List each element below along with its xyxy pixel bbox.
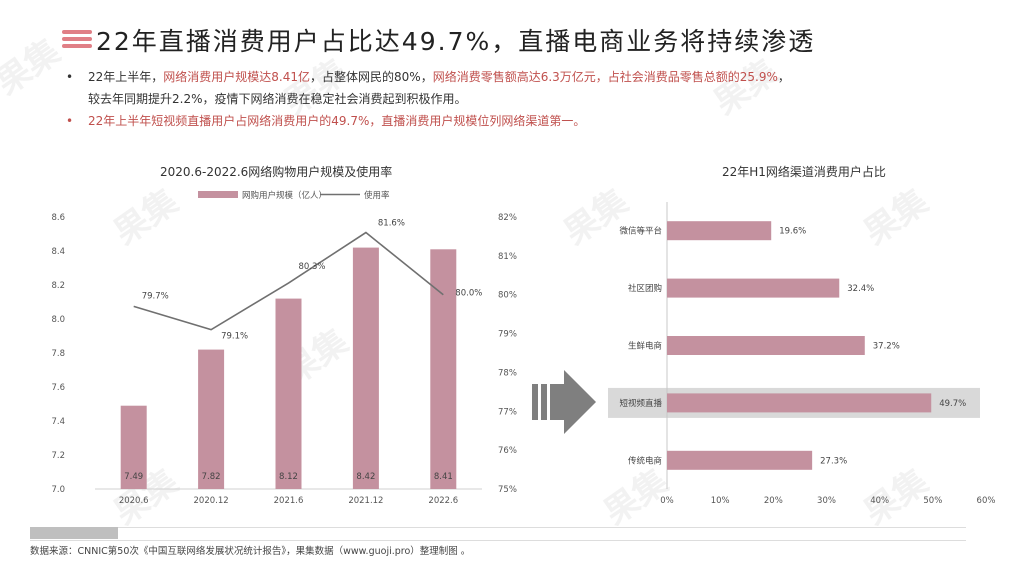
bar-value-label: 7.49: [124, 472, 143, 482]
bar: [667, 393, 932, 413]
bar-value-label: 8.41: [434, 472, 453, 482]
category-label: 社区团购: [628, 283, 662, 294]
y-right-tick-label: 75%: [498, 485, 517, 495]
usage-rate-line: [133, 231, 444, 331]
y-left-tick-label: 8.0: [51, 315, 65, 325]
scrollbar-track[interactable]: [30, 527, 966, 541]
bar: [120, 405, 147, 489]
y-right-tick-label: 80%: [498, 291, 517, 301]
x-tick-label: 2022.6: [428, 496, 458, 506]
y-right-tick-label: 81%: [498, 252, 517, 262]
menu-lines-icon: [62, 30, 92, 50]
y-right-tick-label: 77%: [498, 407, 517, 417]
bullet-1-highlight: 网络消费零售额高达6.3万亿元，占社会消费品零售总额的25.9%: [432, 70, 778, 84]
bar: [352, 247, 379, 489]
category-label: 短视频直播: [619, 398, 662, 409]
y-left-tick-label: 7.8: [51, 349, 65, 359]
data-source: 数据来源：CNNIC第50次《中国互联网络发展状况统计报告》，果集数据（www.…: [30, 546, 471, 557]
line-point-label: 80.3%: [299, 262, 326, 272]
x-tick-label: 10%: [711, 496, 730, 506]
bullet-1: 22年上半年，网络消费用户规模达8.41亿，占整体网民的80%，网络消费零售额高…: [64, 66, 964, 110]
y-right-tick-label: 76%: [498, 446, 517, 456]
bar-value-label: 8.12: [279, 472, 298, 482]
bullet-1-text: 22年上半年，: [88, 70, 164, 84]
line-point-label: 80.0%: [455, 289, 482, 299]
bar-value-label: 7.82: [202, 472, 221, 482]
legend-label-bar: 网购用户规模（亿人）: [242, 190, 327, 201]
y-left-tick-label: 7.2: [51, 451, 65, 461]
bar-value-label: 19.6%: [779, 227, 806, 237]
bar: [198, 349, 225, 489]
bar: [275, 298, 302, 489]
bar-value-label: 37.2%: [873, 342, 900, 352]
bar: [667, 221, 772, 241]
bullet-1-text: ，占整体网民的80%，: [310, 70, 433, 84]
line-point-label: 79.7%: [142, 291, 169, 301]
bar-value-label: 49.7%: [939, 399, 966, 409]
scrollbar-thumb[interactable]: [30, 527, 118, 539]
bar: [430, 249, 457, 489]
y-right-tick-label: 82%: [498, 213, 517, 223]
y-left-tick-label: 8.2: [51, 281, 65, 291]
bullet-1-highlight: 网络消费用户规模达8.41亿: [163, 70, 311, 84]
x-tick-label: 30%: [817, 496, 836, 506]
legend-label-line: 使用率: [364, 190, 390, 201]
watermark: 果集: [0, 31, 68, 104]
x-tick-label: 60%: [977, 496, 996, 506]
x-tick-label: 2021.6: [274, 496, 304, 506]
x-tick-label: 40%: [870, 496, 889, 506]
line-point-label: 79.1%: [221, 332, 248, 342]
y-left-tick-label: 7.4: [51, 417, 65, 427]
right-chart-title: 22年H1网络渠道消费用户占比: [722, 165, 886, 179]
summary-bullets: 22年上半年，网络消费用户规模达8.41亿，占整体网民的80%，网络消费零售额高…: [64, 66, 964, 132]
line-point-label: 81.6%: [378, 219, 405, 229]
bar-value-label: 8.42: [356, 472, 375, 482]
bar-value-label: 32.4%: [847, 284, 874, 294]
y-left-tick-label: 8.6: [51, 213, 65, 223]
y-left-tick-label: 7.6: [51, 383, 65, 393]
x-tick-label: 2020.12: [194, 496, 229, 506]
category-label: 微信等平台: [619, 226, 662, 237]
bar: [667, 450, 813, 470]
channel-share-chart: 0% 10% 20% 30% 40% 50% 60% 微信等平台 19.6% 社区团购 32.4% 生…: [608, 202, 996, 506]
user-scale-chart: 网购用户规模（亿人） 使用率 7.0 7.2 7.4 7.6 7.8 8.0 8.2 8.4 8.6…: [51, 190, 517, 506]
legend-swatch-bar: [198, 191, 238, 198]
bullet-2: 22年上半年短视频直播用户占网络消费用户的49.7%，直播消费用户规模位列网络渠…: [64, 110, 964, 132]
page-title: 22年直播消费用户占比达49.7%，直播电商业务将持续渗透: [96, 27, 816, 56]
bar-value-label: 27.3%: [820, 456, 847, 466]
y-left-tick-label: 7.0: [51, 485, 65, 495]
arrow-icon: [532, 370, 596, 434]
bullet-1-text: ，: [777, 70, 790, 84]
x-tick-label: 50%: [923, 496, 942, 506]
y-right-tick-label: 79%: [498, 330, 517, 340]
y-right-tick-label: 78%: [498, 368, 517, 378]
category-label: 传统电商: [628, 455, 662, 466]
bullet-1-text: 较去年同期提升2.2%，疫情下网络消费在稳定社会消费起到积极作用。: [88, 92, 467, 106]
bar: [667, 336, 865, 355]
x-tick-label: 0%: [660, 496, 674, 506]
x-tick-label: 20%: [764, 496, 783, 506]
y-left-tick-label: 8.4: [51, 247, 65, 257]
bar: [667, 278, 840, 298]
category-label: 生鲜电商: [628, 341, 662, 352]
x-tick-label: 2020.6: [119, 496, 149, 506]
left-chart-title: 2020.6-2022.6网络购物用户规模及使用率: [160, 165, 393, 179]
x-tick-label: 2021.12: [348, 496, 383, 506]
